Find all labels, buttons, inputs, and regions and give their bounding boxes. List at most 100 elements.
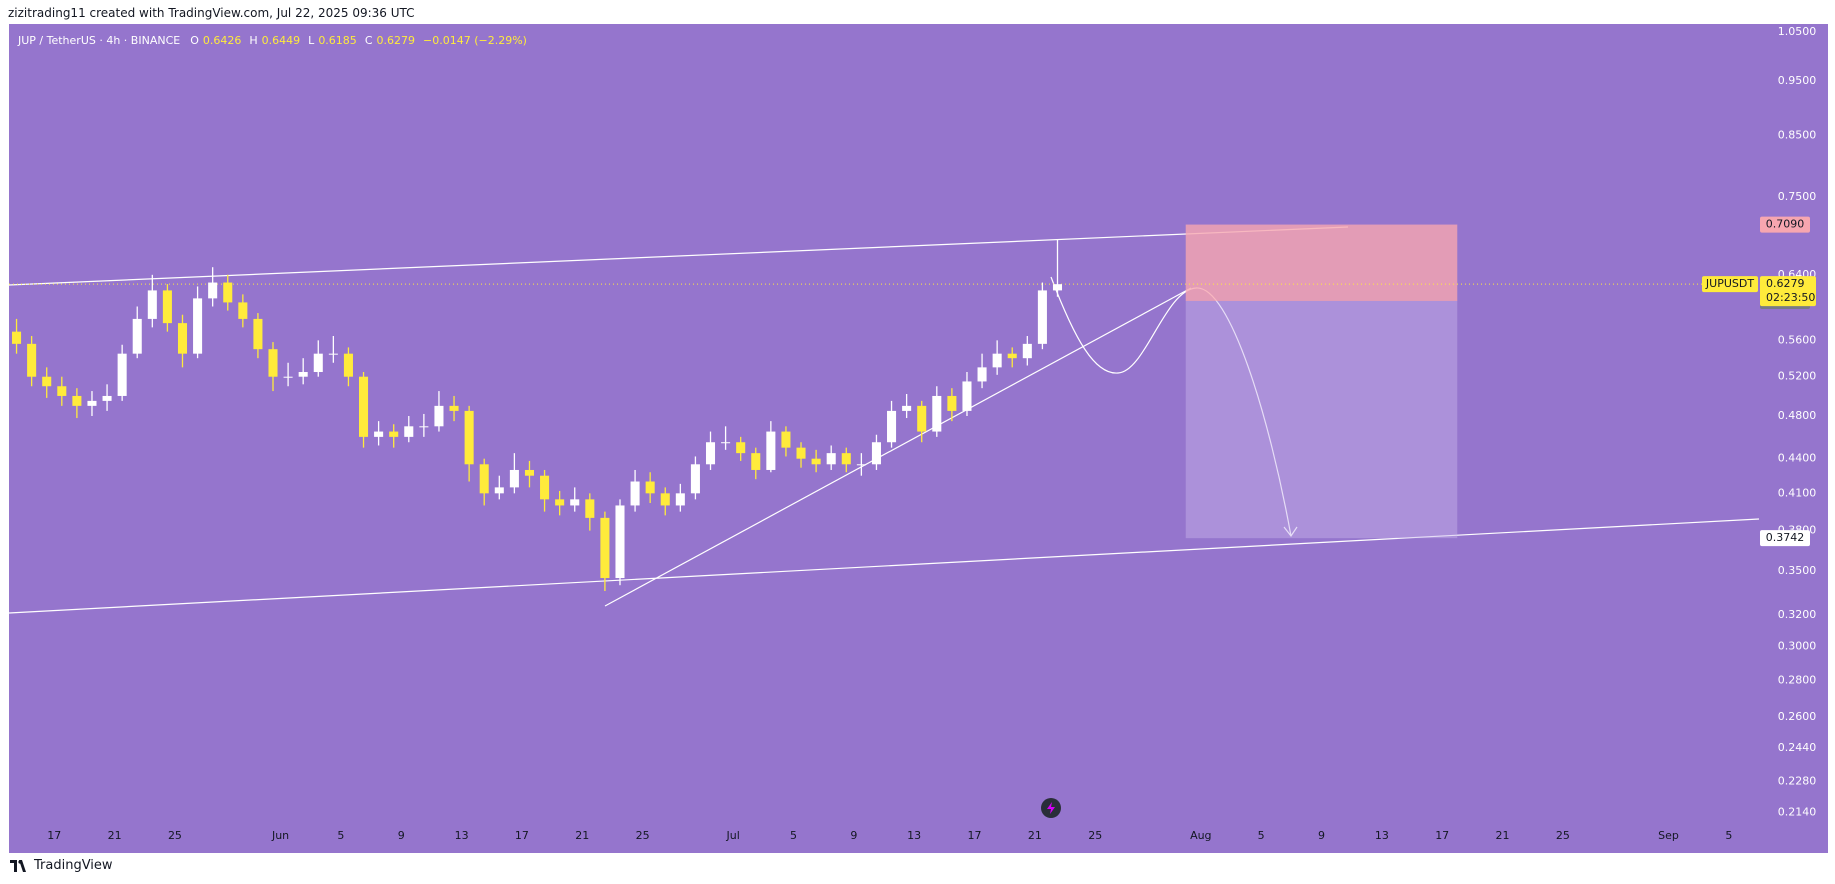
legend-letter: C bbox=[364, 34, 373, 47]
candle-body bbox=[404, 426, 414, 437]
symbol-label: JUPUSDT bbox=[1705, 277, 1754, 290]
candle-body bbox=[434, 405, 444, 427]
x-tick-label: 13 bbox=[455, 829, 469, 842]
candle-body bbox=[992, 353, 1002, 368]
target-zone bbox=[1185, 300, 1458, 539]
candle-body bbox=[766, 431, 776, 470]
y-tick-label: 0.2800 bbox=[1778, 673, 1817, 686]
x-tick-label: 5 bbox=[1258, 829, 1265, 842]
lightning-icon bbox=[1041, 798, 1061, 818]
plot-background bbox=[9, 24, 1828, 853]
candle-body bbox=[540, 475, 550, 500]
legend-title: JUP / TetherUS · 4h · BINANCE bbox=[18, 34, 181, 47]
legend-low: 0.6185 bbox=[318, 34, 357, 47]
candle-body bbox=[253, 318, 263, 350]
x-tick-label: 5 bbox=[790, 829, 797, 842]
lower-trendline bbox=[8, 518, 1760, 614]
y-tick-label: 1.0500 bbox=[1778, 25, 1817, 38]
candle-body bbox=[494, 487, 504, 494]
x-tick-label: Jul bbox=[725, 829, 739, 842]
candle-body bbox=[177, 323, 188, 354]
candle-body bbox=[449, 405, 459, 411]
candle-body bbox=[781, 431, 791, 448]
candle-body bbox=[947, 395, 957, 411]
candle-body bbox=[223, 282, 233, 303]
candle-body bbox=[419, 426, 429, 428]
footer: TradingView bbox=[10, 858, 113, 873]
y-tick-label: 0.3500 bbox=[1778, 564, 1817, 577]
candle-body bbox=[796, 447, 806, 459]
x-tick-label: 17 bbox=[968, 829, 982, 842]
candle-body bbox=[162, 290, 172, 324]
candle-body bbox=[27, 343, 37, 377]
candle-body bbox=[374, 431, 384, 437]
upper-trendline bbox=[8, 226, 1349, 286]
candle-body bbox=[887, 410, 897, 443]
candle-body bbox=[705, 442, 716, 465]
candle-body bbox=[87, 400, 97, 406]
candle-body bbox=[570, 499, 580, 506]
candle-body bbox=[977, 367, 987, 382]
candle-body bbox=[313, 353, 323, 373]
y-tick-label: 0.9500 bbox=[1778, 74, 1817, 87]
candle-body bbox=[298, 372, 308, 377]
candle-body bbox=[675, 493, 685, 506]
candle-body bbox=[736, 442, 746, 454]
candle-body bbox=[932, 395, 942, 432]
candle-body bbox=[917, 405, 927, 432]
legend-letter: H bbox=[249, 34, 258, 47]
brand: TradingView bbox=[34, 858, 113, 873]
candle-body bbox=[645, 481, 655, 494]
candle-body bbox=[193, 298, 203, 354]
candle-body bbox=[283, 376, 293, 378]
x-tick-label: 21 bbox=[1028, 829, 1042, 842]
x-tick-label: 13 bbox=[1375, 829, 1389, 842]
candle-body bbox=[630, 481, 640, 506]
candle-body bbox=[555, 499, 565, 506]
candle-body bbox=[72, 395, 82, 406]
x-tick-label: 25 bbox=[1088, 829, 1102, 842]
x-tick-label: 25 bbox=[636, 829, 650, 842]
x-tick-label: 17 bbox=[515, 829, 529, 842]
candle-body bbox=[132, 318, 142, 354]
y-tick-label: 0.5600 bbox=[1778, 333, 1817, 346]
drawings bbox=[8, 226, 1760, 614]
candle-body bbox=[57, 386, 67, 396]
x-tick-label: 17 bbox=[1435, 829, 1449, 842]
candle-body bbox=[871, 442, 881, 465]
candle-body bbox=[509, 469, 519, 488]
y-tick-label: 0.2440 bbox=[1778, 741, 1817, 754]
last-price-label: 0.6279 bbox=[1766, 277, 1805, 290]
candle-body bbox=[1037, 290, 1047, 344]
x-tick-label: Jun bbox=[271, 829, 289, 842]
x-tick-label: 25 bbox=[1556, 829, 1570, 842]
y-tick-label: 0.4100 bbox=[1778, 486, 1817, 499]
y-tick-label: 0.4800 bbox=[1778, 409, 1817, 422]
x-tick-label: 9 bbox=[850, 829, 857, 842]
candle-body bbox=[660, 493, 670, 506]
y-tick-label: 0.5200 bbox=[1778, 370, 1817, 383]
countdown: 02:23:50 bbox=[1766, 291, 1815, 304]
x-tick-label: 9 bbox=[1318, 829, 1325, 842]
target-label: 0.3742 bbox=[1766, 531, 1805, 544]
candle-body bbox=[12, 331, 22, 344]
x-tick-label: 25 bbox=[168, 829, 182, 842]
candle-body bbox=[464, 410, 474, 465]
legend-letter: L bbox=[308, 34, 315, 47]
rising-trendline bbox=[604, 287, 1192, 607]
stop-box bbox=[1760, 216, 1810, 233]
y-tick-label: 0.7500 bbox=[1778, 190, 1817, 203]
candle-body bbox=[268, 349, 278, 377]
candle-body bbox=[208, 282, 218, 299]
candle-body bbox=[856, 464, 866, 466]
x-tick-label: Sep bbox=[1658, 829, 1679, 842]
candle-body bbox=[102, 395, 112, 401]
candle-body bbox=[359, 376, 369, 437]
candle-body bbox=[962, 381, 972, 411]
candle-body bbox=[721, 442, 731, 444]
candle-body bbox=[343, 353, 353, 377]
candle-body bbox=[1022, 343, 1032, 359]
stop-zone bbox=[1185, 224, 1458, 301]
